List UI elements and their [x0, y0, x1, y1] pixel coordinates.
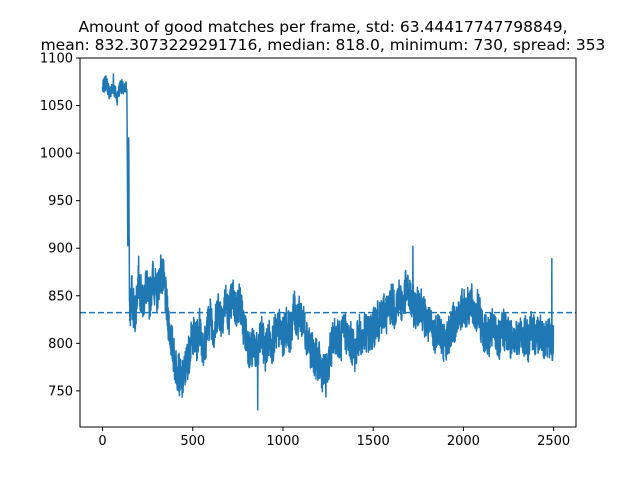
series-line-0	[101, 73, 555, 411]
chart-title-line-2: mean: 832.3073229291716, median: 818.0, …	[41, 36, 606, 54]
y-tick-label: 900	[48, 242, 73, 257]
y-tick-label: 1100	[40, 52, 73, 67]
x-tick-label: 1500	[357, 434, 390, 449]
x-tick-label: 500	[180, 434, 205, 449]
plot-frame	[79, 57, 577, 428]
x-tick-label: 2000	[447, 434, 480, 449]
axes: 0 500 1000 1500 2000 2500 750 800 850 900 950 1000 1…	[40, 52, 570, 450]
plot-area	[80, 73, 576, 411]
x-tick-label: 1000	[266, 434, 299, 449]
chart-title-line-1: Amount of good matches per frame, std: 6…	[78, 18, 567, 36]
y-tick-label: 850	[48, 289, 73, 304]
x-tick-label: 2500	[537, 434, 570, 449]
y-tick-label: 1050	[40, 99, 73, 114]
y-tick-label: 750	[48, 384, 73, 399]
x-tick-label: 0	[98, 434, 106, 449]
y-tick-label: 800	[48, 337, 73, 352]
y-tick-label: 1000	[40, 147, 73, 162]
y-tick-label: 950	[48, 194, 73, 209]
